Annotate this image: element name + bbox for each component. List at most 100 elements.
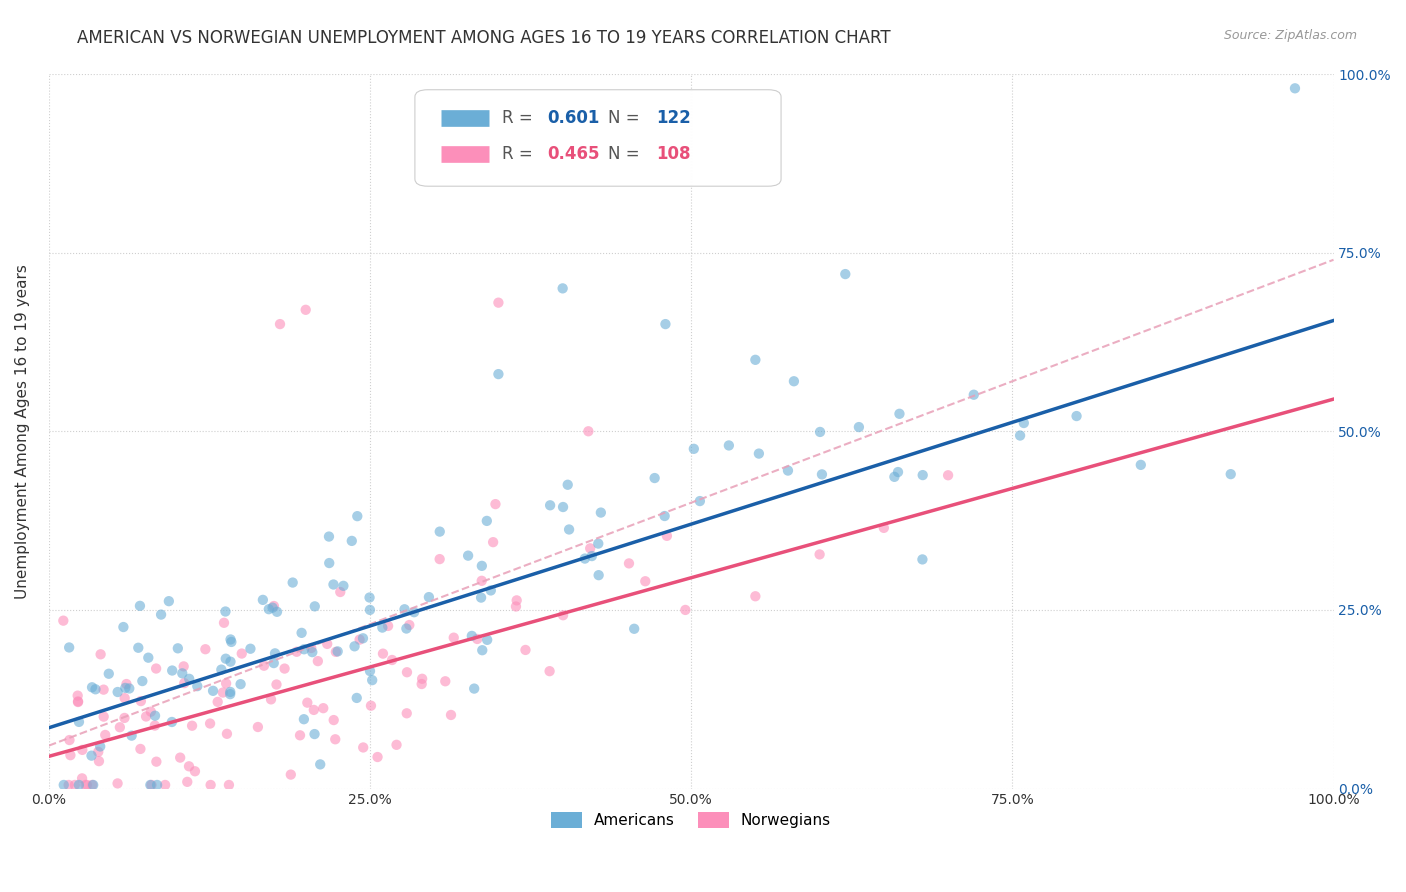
Point [246, 720, 269, 734]
Point [346, 690, 368, 705]
Point [52, 778, 75, 792]
Point [359, 664, 381, 678]
Point [623, 622, 645, 636]
Point [281, 575, 304, 590]
Point [505, 599, 527, 614]
Point [239, 641, 262, 656]
Point [318, 530, 340, 544]
Point [84, 682, 107, 697]
Point [588, 536, 610, 550]
Point [465, 632, 488, 646]
Text: R =: R = [502, 145, 538, 163]
Point [470, 591, 492, 605]
Point [936, 468, 959, 483]
Point [911, 552, 934, 566]
Point [212, 615, 235, 630]
Point [257, 602, 280, 616]
Point [471, 558, 494, 573]
Point [252, 593, 274, 607]
Point [1012, 416, 1035, 430]
Point [644, 471, 666, 485]
Point [395, 706, 418, 721]
Point [340, 533, 363, 548]
Point [748, 447, 770, 461]
Point [82, 778, 104, 792]
Point [654, 508, 676, 523]
Point [302, 703, 325, 717]
Point [160, 664, 183, 678]
Point [219, 687, 242, 701]
Point [581, 549, 603, 563]
Point [349, 632, 371, 647]
Point [551, 500, 574, 514]
Point [139, 705, 162, 719]
Point [744, 352, 766, 367]
Point [634, 574, 657, 589]
Point [66, 695, 89, 709]
Point [811, 467, 834, 482]
Point [457, 549, 479, 563]
Point [288, 728, 311, 742]
Point [114, 681, 136, 695]
Point [129, 599, 152, 613]
Point [87, 745, 110, 759]
Point [429, 524, 451, 539]
Point [269, 317, 291, 331]
Point [887, 465, 910, 479]
Point [1129, 458, 1152, 472]
Point [551, 608, 574, 623]
Point [395, 622, 418, 636]
Point [418, 590, 440, 604]
Point [107, 685, 129, 699]
Point [776, 464, 799, 478]
Point [434, 674, 457, 689]
Point [309, 757, 332, 772]
Point [808, 425, 831, 439]
Point [538, 498, 561, 512]
Point [429, 552, 451, 566]
Point [67, 714, 90, 729]
Point [325, 645, 347, 659]
Point [118, 681, 141, 696]
Point [1010, 428, 1032, 442]
Point [411, 677, 433, 691]
Point [479, 583, 502, 598]
Point [443, 631, 465, 645]
Point [214, 605, 236, 619]
Point [475, 632, 498, 647]
Point [153, 778, 176, 792]
Point [834, 267, 856, 281]
Point [66, 689, 89, 703]
Point [558, 523, 581, 537]
Point [215, 727, 238, 741]
Point [264, 646, 287, 660]
Point [911, 468, 934, 483]
Point [873, 521, 896, 535]
Point [179, 672, 201, 686]
Point [273, 662, 295, 676]
Point [93, 709, 115, 723]
Point [58, 778, 80, 792]
Y-axis label: Unemployment Among Ages 16 to 19 years: Unemployment Among Ages 16 to 19 years [15, 264, 30, 599]
Point [486, 295, 509, 310]
Point [299, 640, 322, 655]
Text: AMERICAN VS NORWEGIAN UNEMPLOYMENT AMONG AGES 16 TO 19 YEARS CORRELATION CHART: AMERICAN VS NORWEGIAN UNEMPLOYMENT AMONG… [77, 29, 891, 46]
Point [574, 551, 596, 566]
Point [212, 685, 235, 699]
Point [285, 645, 308, 659]
Point [94, 728, 117, 742]
Point [172, 666, 194, 681]
Point [1219, 467, 1241, 482]
Point [294, 302, 316, 317]
Point [173, 676, 195, 690]
Point [253, 658, 276, 673]
Point [108, 720, 131, 734]
Point [883, 470, 905, 484]
Point [538, 664, 561, 678]
Point [209, 663, 232, 677]
Point [394, 602, 416, 616]
Point [551, 281, 574, 295]
Point [215, 676, 238, 690]
Point [266, 677, 288, 691]
Point [127, 640, 149, 655]
